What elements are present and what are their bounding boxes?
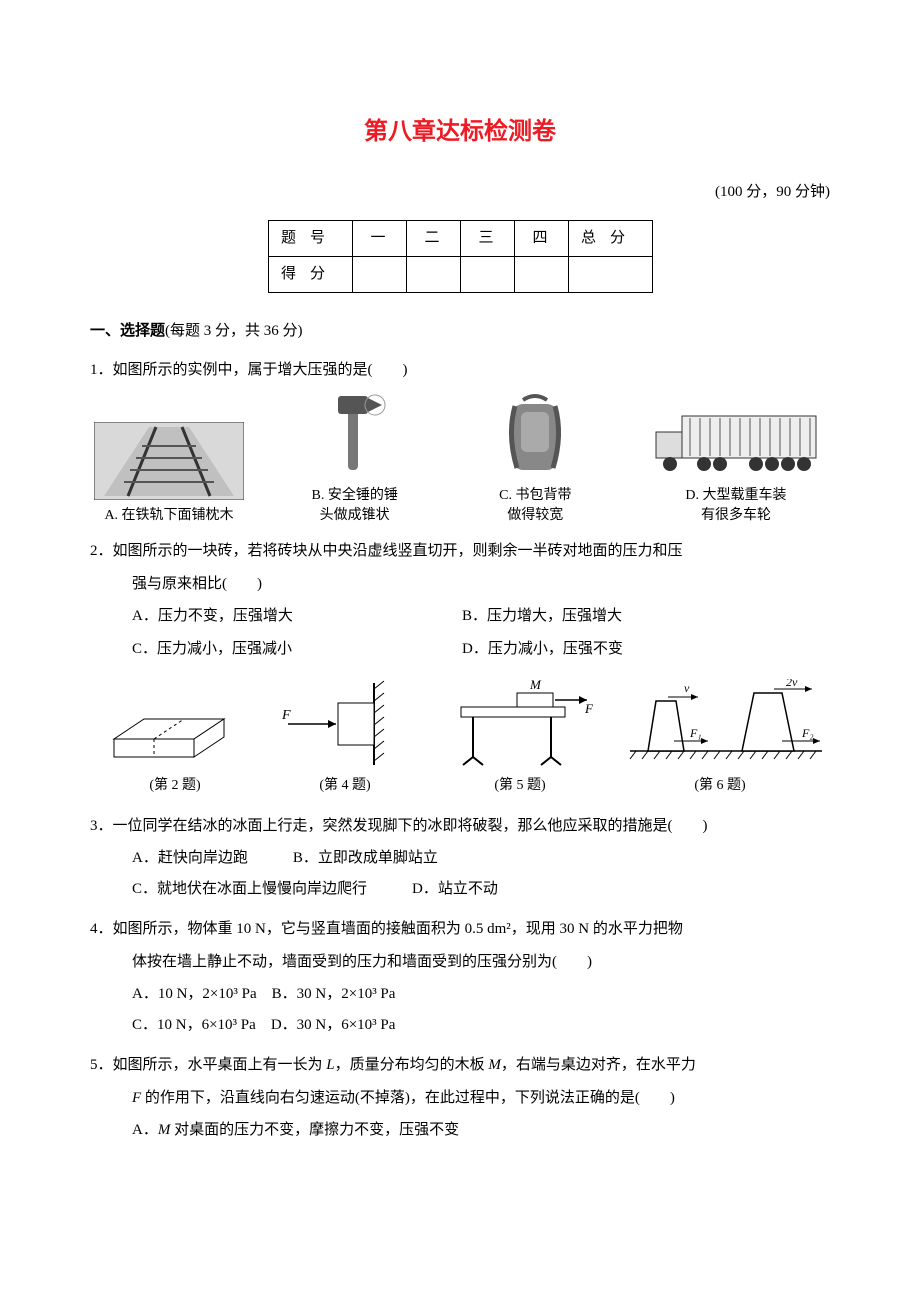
q2-text2: 强与原来相比( ) [90, 570, 830, 599]
fig-q2 [94, 699, 244, 769]
q1-D-caption2: 有很多车轮 [701, 506, 771, 526]
q4-opt-D: D．30 N，6×10³ Pa [271, 1017, 396, 1033]
q1-opt-D: D. 大型载重车装 有很多车轮 [646, 402, 826, 525]
q3-opt-C: C．就地伏在冰面上慢慢向岸边爬行 [132, 881, 367, 897]
q4-text2: 体按在墙上静止不动，墙面受到的压力和墙面受到的压强分别为( ) [90, 948, 830, 977]
svg-text:v: v [684, 681, 690, 695]
svg-text:M: M [529, 679, 542, 692]
score-cell [460, 257, 514, 293]
fig-q6: v F₁ 2v F₂ [626, 679, 826, 769]
q2-opt-C: C．压力减小，压强减小 [132, 635, 392, 664]
score-time: (100 分，90 分钟) [90, 178, 830, 207]
q2-opts-row2: C．压力减小，压强减小 D．压力减小，压强不变 [90, 635, 830, 664]
q2-opts-row1: A．压力不变，压强增大 B．压力增大，压强增大 [90, 602, 830, 631]
svg-text:2v: 2v [786, 679, 798, 689]
svg-text:F: F [584, 701, 594, 716]
fig-labels: (第 2 题) (第 4 题) (第 5 题) (第 6 题) [90, 773, 830, 800]
q3-opts-line2: C．就地伏在冰面上慢慢向岸边爬行 D．站立不动 [90, 875, 830, 904]
score-cell [406, 257, 460, 293]
q3-opt-B: B．立即改成单脚站立 [293, 850, 438, 866]
q1-C-caption2: 做得较宽 [507, 506, 563, 526]
question-4: 4．如图所示，物体重 10 N，它与竖直墙面的接触面积为 0.5 dm²，现用 … [90, 915, 830, 1039]
question-5: 5．如图所示，水平桌面上有一长为 L，质量分布均匀的木板 M，右端与桌边对齐，在… [90, 1051, 830, 1145]
page-title: 第八章达标检测卷 [90, 110, 830, 156]
q1-opt-C: C. 书包背带 做得较宽 [465, 390, 605, 525]
question-2: 2．如图所示的一块砖，若将砖块从中央沿虚线竖直切开，则剩余一半砖对地面的压力和压… [90, 537, 830, 800]
hammer-image [320, 390, 390, 480]
q1-B-caption1: B. 安全锤的锤 [311, 486, 397, 506]
q1-images: A. 在铁轨下面铺枕木 B. 安全锤的锤 头做成锥状 [90, 390, 830, 525]
svg-text:F₂: F₂ [801, 726, 814, 740]
q3-opt-A: A．赶快向岸边跑 [132, 850, 248, 866]
col-2: 二 [406, 221, 460, 257]
q2-text1: 2．如图所示的一块砖，若将砖块从中央沿虚线竖直切开，则剩余一半砖对地面的压力和压 [90, 537, 830, 566]
rails-image [94, 422, 244, 500]
q5-opt-A: A．M 对桌面的压力不变，摩擦力不变，压强不变 [90, 1116, 830, 1145]
q4-opt-C: C．10 N，6×10³ Pa [132, 1017, 256, 1033]
backpack-image [495, 390, 575, 480]
q3-opt-D: D．站立不动 [412, 881, 498, 897]
score-table: 题号 一 二 三 四 总分 得分 [268, 220, 653, 293]
col-3: 三 [460, 221, 514, 257]
header-label: 题号 [268, 221, 352, 257]
q4-opt-A: A．10 N，2×10³ Pa [132, 986, 257, 1002]
q1-B-caption2: 头做成锥状 [320, 506, 390, 526]
section-title: 一、选择题 [90, 323, 165, 339]
q2-opt-D: D．压力减小，压强不变 [462, 635, 623, 664]
score-cell [352, 257, 406, 293]
q4-opts-line1: A．10 N，2×10³ Pa B．30 N，2×10³ Pa [90, 980, 830, 1009]
score-cell [514, 257, 568, 293]
fig-q4: F [268, 679, 418, 769]
fig-q5: M F [442, 679, 602, 769]
col-total: 总分 [568, 221, 652, 257]
col-1: 一 [352, 221, 406, 257]
table-row: 得分 [268, 257, 652, 293]
q2-opt-B: B．压力增大，压强增大 [462, 602, 622, 631]
fig-label-5: (第 5 题) [440, 773, 600, 800]
q1-text: 1．如图所示的实例中，属于增大压强的是( ) [90, 356, 830, 385]
q1-C-caption1: C. 书包背带 [499, 486, 571, 506]
q4-opt-B: B．30 N，2×10³ Pa [272, 986, 396, 1002]
question-1: 1．如图所示的实例中，属于增大压强的是( ) A. 在铁轨下面铺枕木 [90, 356, 830, 526]
section-header: 一、选择题(每题 3 分，共 36 分) [90, 317, 830, 346]
q2-figures-row: F M F [90, 679, 830, 769]
q2-opt-A: A．压力不变，压强增大 [132, 602, 392, 631]
svg-text:F: F [281, 708, 291, 723]
section-note: (每题 3 分，共 36 分) [165, 323, 303, 339]
fig-label-2: (第 2 题) [100, 773, 250, 800]
q3-text: 3．一位同学在结冰的冰面上行走，突然发现脚下的冰即将破裂，那么他应采取的措施是(… [90, 812, 830, 841]
score-row-label: 得分 [268, 257, 352, 293]
q1-opt-B: B. 安全锤的锤 头做成锥状 [285, 390, 425, 525]
fig-label-4: (第 4 题) [270, 773, 420, 800]
q1-D-caption1: D. 大型载重车装 [685, 486, 786, 506]
question-3: 3．一位同学在结冰的冰面上行走，突然发现脚下的冰即将破裂，那么他应采取的措施是(… [90, 812, 830, 904]
q5-text2: F 的作用下，沿直线向右匀速运动(不掉落)，在此过程中，下列说法正确的是( ) [90, 1084, 830, 1113]
q4-opts-line2: C．10 N，6×10³ Pa D．30 N，6×10³ Pa [90, 1011, 830, 1040]
q3-opts-line1: A．赶快向岸边跑 B．立即改成单脚站立 [90, 844, 830, 873]
table-row: 题号 一 二 三 四 总分 [268, 221, 652, 257]
fig-label-6: (第 6 题) [620, 773, 820, 800]
svg-text:F₁: F₁ [689, 726, 702, 740]
q1-A-caption: A. 在铁轨下面铺枕木 [104, 506, 233, 526]
score-cell [568, 257, 652, 293]
q5-text1: 5．如图所示，水平桌面上有一长为 L，质量分布均匀的木板 M，右端与桌边对齐，在… [90, 1051, 830, 1080]
truck-image [646, 402, 826, 480]
q4-text1: 4．如图所示，物体重 10 N，它与竖直墙面的接触面积为 0.5 dm²，现用 … [90, 915, 830, 944]
col-4: 四 [514, 221, 568, 257]
q1-opt-A: A. 在铁轨下面铺枕木 [94, 422, 244, 526]
